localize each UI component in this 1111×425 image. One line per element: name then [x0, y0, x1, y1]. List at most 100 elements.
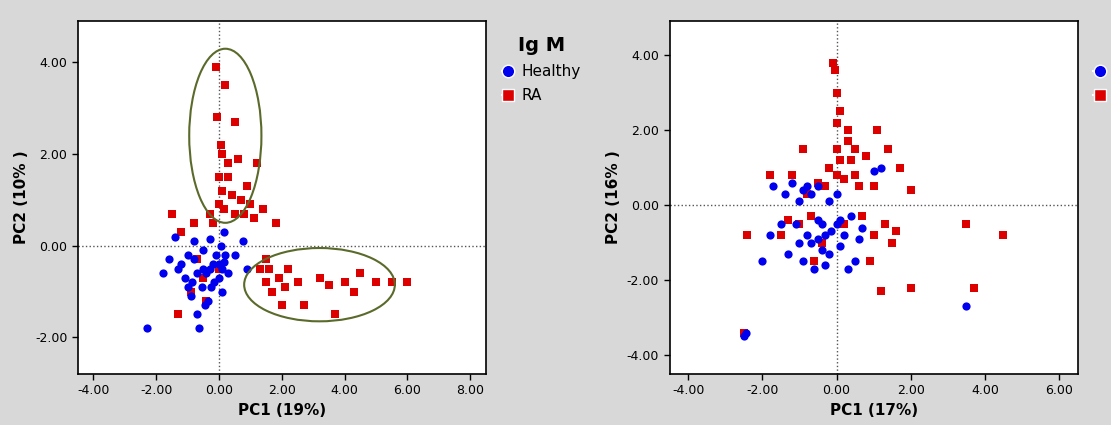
Point: [828, 89, 845, 96]
Point: [880, 145, 898, 152]
Point: [251, 265, 269, 272]
Point: [206, 279, 223, 286]
Point: [233, 238, 251, 244]
Point: [210, 261, 228, 267]
Point: [891, 164, 909, 171]
Legend: Healthy, RA: Healthy, RA: [502, 36, 581, 103]
Point: [176, 275, 193, 281]
Point: [258, 256, 276, 263]
Point: [169, 311, 187, 318]
Point: [138, 325, 156, 332]
Point: [858, 153, 875, 160]
Point: [794, 258, 812, 265]
Point: [734, 333, 752, 340]
Point: [734, 329, 752, 336]
Point: [273, 302, 291, 309]
Point: [787, 221, 804, 227]
Point: [351, 270, 369, 277]
Point: [236, 210, 253, 217]
Point: [320, 281, 338, 288]
Point: [214, 258, 232, 265]
Point: [831, 243, 849, 250]
Y-axis label: PC2 (10% ): PC2 (10% ): [14, 151, 29, 244]
Point: [822, 228, 840, 235]
Point: [201, 235, 219, 242]
Point: [239, 183, 257, 190]
Point: [798, 232, 815, 238]
Point: [193, 283, 211, 290]
Point: [182, 288, 200, 295]
Point: [213, 187, 231, 194]
Point: [210, 265, 228, 272]
Point: [825, 67, 843, 74]
Point: [196, 302, 213, 309]
Point: [327, 311, 344, 318]
Point: [160, 256, 178, 263]
Point: [210, 201, 228, 208]
Point: [794, 187, 812, 193]
Point: [864, 232, 882, 238]
Point: [188, 270, 206, 277]
Point: [210, 173, 228, 180]
Point: [805, 258, 823, 265]
Point: [153, 270, 171, 277]
Point: [813, 247, 831, 254]
Point: [201, 210, 219, 217]
Point: [258, 279, 276, 286]
Point: [209, 114, 227, 121]
Point: [847, 258, 864, 265]
Point: [772, 232, 790, 238]
Point: [780, 217, 798, 224]
Point: [828, 172, 845, 178]
Point: [214, 206, 232, 212]
Point: [831, 108, 849, 115]
Point: [798, 190, 815, 197]
Point: [204, 261, 222, 267]
Point: [188, 311, 206, 318]
Point: [198, 298, 216, 304]
Point: [213, 265, 231, 272]
Point: [864, 183, 882, 190]
Point: [289, 279, 307, 286]
Point: [194, 247, 212, 254]
Point: [835, 221, 853, 227]
Point: [853, 224, 871, 231]
Point: [169, 265, 187, 272]
Point: [739, 232, 757, 238]
Point: [887, 228, 904, 235]
Point: [399, 279, 417, 286]
Point: [831, 157, 849, 164]
Point: [222, 192, 240, 199]
Point: [809, 217, 827, 224]
Y-axis label: PC2 (16% ): PC2 (16% ): [607, 151, 621, 244]
Point: [217, 82, 234, 89]
Point: [824, 59, 842, 66]
Point: [809, 179, 827, 186]
Point: [346, 288, 363, 295]
Point: [842, 213, 860, 220]
Point: [764, 183, 782, 190]
Point: [186, 219, 203, 226]
Point: [850, 183, 868, 190]
Point: [201, 265, 219, 272]
Point: [198, 270, 216, 277]
Point: [194, 265, 212, 272]
Point: [172, 229, 190, 235]
Point: [183, 279, 201, 286]
Point: [820, 164, 838, 171]
Point: [279, 265, 297, 272]
Point: [226, 252, 243, 258]
Point: [831, 217, 849, 224]
Point: [244, 215, 262, 222]
Point: [311, 275, 329, 281]
Point: [794, 145, 812, 152]
Point: [805, 266, 823, 272]
Point: [220, 270, 238, 277]
Point: [276, 283, 293, 290]
Point: [239, 265, 257, 272]
Point: [847, 145, 864, 152]
Point: [172, 261, 190, 267]
Point: [367, 279, 384, 286]
Point: [217, 252, 234, 258]
Point: [828, 221, 845, 227]
